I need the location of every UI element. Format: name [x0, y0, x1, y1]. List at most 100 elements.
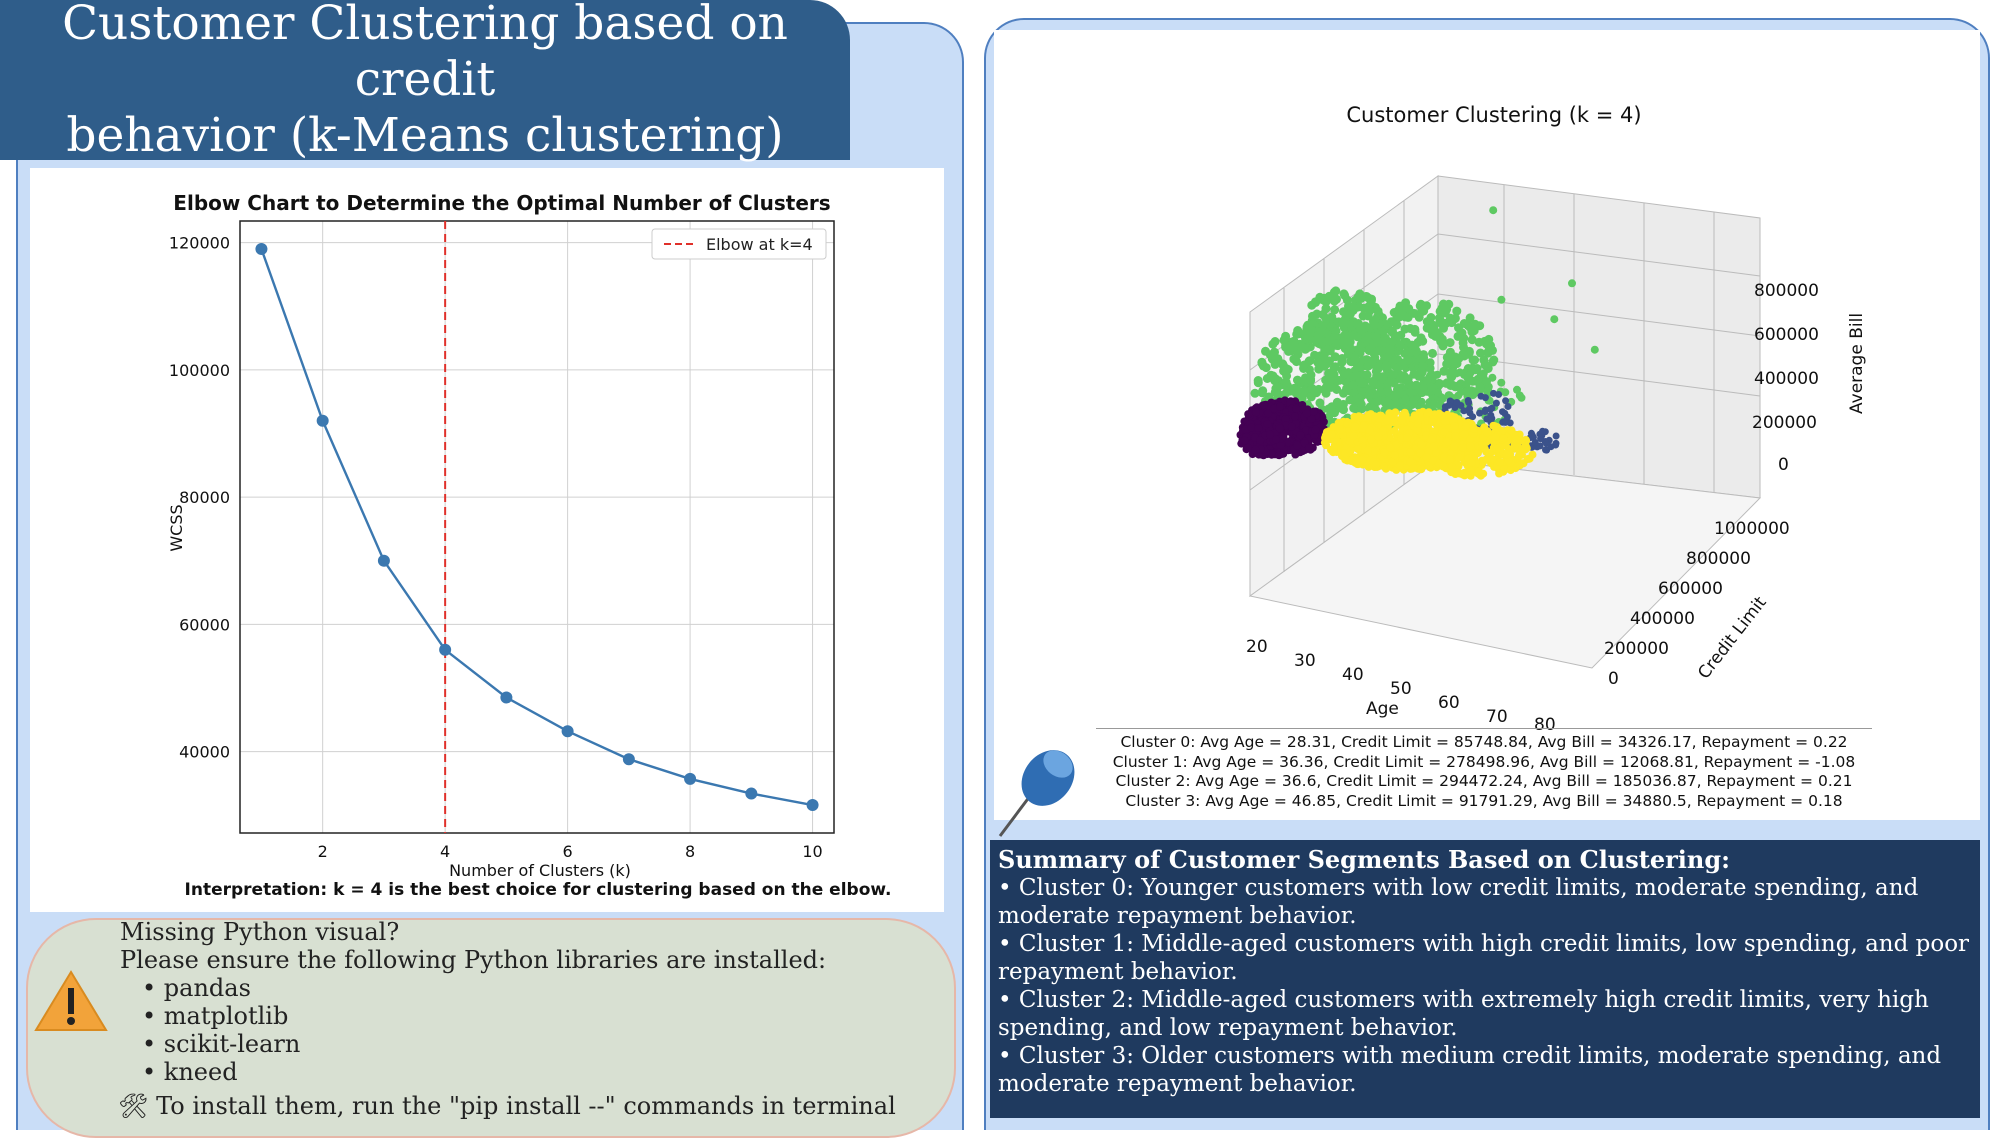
y-tick-200000: 200000	[1604, 639, 1669, 659]
cluster-2-point	[1294, 329, 1304, 339]
cluster-3-point	[1321, 434, 1330, 443]
lib-pandas: • pandas	[142, 974, 251, 1002]
cluster-3-point	[1439, 462, 1448, 471]
cluster-2-point	[1401, 394, 1410, 403]
cluster-2-point	[1321, 304, 1331, 314]
cluster-2-point	[1470, 323, 1480, 333]
x-tick-60: 60	[1438, 693, 1460, 713]
cluster-2-point	[1432, 328, 1442, 338]
cluster-3-point	[1443, 437, 1452, 446]
cluster-2-point	[1330, 305, 1340, 315]
cluster-2-point	[1475, 382, 1485, 392]
cluster-2-point	[1338, 337, 1348, 347]
cluster-2-point	[1550, 315, 1559, 324]
cluster-2-point	[1423, 376, 1432, 385]
cluster-2-point	[1383, 352, 1393, 362]
cluster-2-point	[1348, 380, 1358, 390]
cluster-1-point	[1537, 435, 1545, 443]
cluster-0-point	[1305, 444, 1313, 452]
cluster-0-point	[1254, 424, 1263, 432]
cluster-2-point	[1319, 351, 1329, 361]
cluster-3-point	[1475, 467, 1484, 476]
cluster-3-point	[1416, 449, 1425, 458]
elbow-point	[806, 799, 819, 812]
cluster-2-point	[1358, 378, 1368, 388]
cluster-2-point	[1479, 369, 1488, 378]
cluster-2-point	[1331, 339, 1341, 348]
cluster-2-point	[1476, 348, 1485, 358]
cluster-2-point	[1388, 370, 1398, 380]
cluster-3-point	[1410, 411, 1419, 420]
cluster-2-point	[1285, 386, 1295, 396]
cluster-3-point	[1358, 436, 1367, 445]
cluster-2-point	[1299, 360, 1309, 370]
scatter-ylabel: Credit Limit	[1694, 593, 1771, 683]
cluster-2-point	[1315, 292, 1325, 302]
cluster-0-point	[1292, 404, 1301, 413]
elbow-xtick-label: 8	[685, 842, 695, 861]
cluster-2-point	[1467, 335, 1477, 345]
cluster-2-point	[1383, 387, 1392, 397]
cluster-2-point	[1395, 312, 1405, 322]
cluster-0-point	[1240, 436, 1249, 445]
cluster-2-point	[1350, 355, 1360, 364]
summary-cluster-2b: spending, and low repayment behavior.	[998, 1015, 1458, 1041]
scatter-y-ticks: 0 200000 400000 600000 800000 1000000	[1604, 519, 1790, 689]
cluster-3-point	[1346, 446, 1355, 455]
cluster-3-point	[1491, 433, 1500, 442]
cluster-2-point	[1385, 344, 1395, 354]
elbow-point	[684, 772, 697, 785]
elbow-ytick-label: 40000	[179, 743, 230, 762]
legend-label: Elbow at k=4	[706, 235, 813, 254]
cluster-1-point	[1502, 418, 1509, 426]
elbow-ytick-label: 120000	[169, 234, 230, 253]
cluster-2-point	[1455, 368, 1464, 377]
cluster-3-point	[1329, 444, 1338, 453]
cluster-3-point	[1327, 430, 1336, 439]
elbow-xtick-label: 6	[563, 842, 573, 861]
page-title: Customer Clustering based on credit beha…	[0, 0, 850, 163]
cluster-2-point	[1497, 378, 1506, 387]
cluster-2-point	[1310, 350, 1320, 360]
cluster-2-point	[1338, 399, 1348, 409]
cluster-1-point	[1552, 432, 1560, 440]
cluster-0-point	[1287, 422, 1296, 431]
scatter-chart-container: Customer Clustering (k = 4) 20 30 40	[994, 30, 1980, 820]
cluster-2-point	[1458, 349, 1468, 359]
cluster-3-point	[1499, 434, 1508, 443]
cluster-2-point	[1345, 395, 1355, 405]
cluster-2-point	[1402, 355, 1412, 365]
cluster-3-point	[1409, 463, 1418, 472]
scatter-zlabel: Average Bill	[1847, 313, 1867, 414]
cluster-2-point	[1268, 371, 1278, 381]
z-tick-200000: 200000	[1752, 413, 1817, 433]
cluster-2-point	[1416, 333, 1426, 343]
cluster-2-point	[1261, 346, 1270, 356]
z-tick-400000: 400000	[1754, 369, 1819, 389]
cluster-2-point	[1281, 377, 1291, 387]
y-tick-400000: 400000	[1630, 609, 1695, 629]
cluster-2-point	[1419, 353, 1429, 363]
cluster-3-point	[1406, 457, 1415, 466]
cluster-2-point	[1468, 355, 1478, 365]
title-line-2: behavior (k-Means clustering)	[66, 108, 784, 163]
cluster-3-point	[1510, 444, 1519, 452]
cluster-3-point	[1467, 459, 1476, 467]
cluster-2-point	[1396, 373, 1406, 383]
cluster-2-point	[1331, 326, 1341, 336]
cluster-0-point	[1309, 407, 1318, 416]
cluster-2-point	[1442, 352, 1452, 362]
cluster-2-point	[1380, 333, 1390, 343]
cluster-2-point	[1436, 336, 1446, 346]
cluster-2-point	[1439, 323, 1448, 333]
cluster-3-point	[1359, 421, 1368, 430]
cluster-3-point	[1397, 416, 1406, 425]
cluster-0-point	[1276, 441, 1285, 449]
cluster-2-point	[1299, 386, 1309, 396]
cluster-2-point	[1306, 392, 1316, 402]
elbow-interpretation: Interpretation: k = 4 is the best choice…	[185, 880, 892, 900]
cluster-1-point	[1539, 427, 1546, 435]
cluster-0-point	[1296, 431, 1305, 440]
cluster-3-point	[1443, 410, 1452, 419]
cluster-2-point	[1369, 349, 1379, 359]
